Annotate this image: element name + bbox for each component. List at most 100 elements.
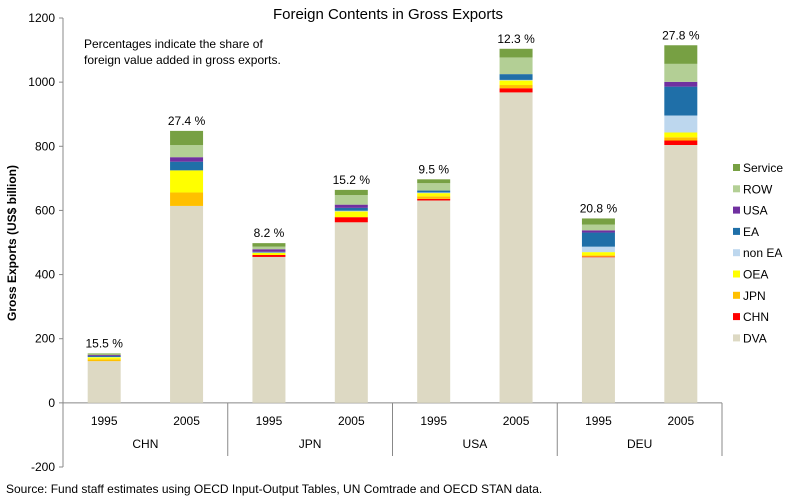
bar-segment-ea — [170, 161, 204, 171]
bar-segment-oea — [87, 357, 121, 360]
bar-segment-dva — [334, 222, 368, 403]
bar-segment-usa — [581, 230, 615, 233]
bar-segment-dva — [581, 257, 615, 403]
bar-segment-jpn — [581, 255, 615, 257]
bar-segment-chn — [499, 88, 533, 93]
bar-percentage-label: 8.2 % — [254, 226, 285, 240]
legend-swatch — [733, 227, 740, 235]
bar-segment-ea — [499, 74, 533, 80]
bar-percentage-label: 27.8 % — [662, 28, 700, 42]
bar-segment-row — [334, 195, 368, 205]
legend-swatch — [733, 249, 740, 257]
bar-segment-non-ea — [334, 210, 368, 212]
group-label: JPN — [299, 437, 322, 451]
bar-segment-usa — [334, 204, 368, 208]
group-label: DEU — [627, 437, 652, 451]
bar-segment-non-ea — [499, 79, 533, 81]
bar-segment-service — [170, 130, 204, 146]
bar-segment-jpn — [664, 137, 698, 141]
bar-segment-usa — [170, 157, 204, 162]
bar-segment-jpn — [417, 196, 451, 199]
y-tick-label: 400 — [35, 268, 55, 282]
bar-segment-service — [581, 218, 615, 225]
bar-segment-service — [417, 179, 451, 184]
bar-segment-usa — [252, 249, 286, 252]
bar-segment-service — [87, 353, 121, 355]
x-tick-label: 1995 — [91, 414, 118, 428]
legend-swatch — [733, 270, 740, 278]
legend-label: Service — [743, 161, 783, 175]
bar-segment-service — [334, 189, 368, 196]
bar-segment-oea — [499, 80, 533, 86]
bar-segment-chn — [417, 198, 451, 201]
legend-swatch — [733, 164, 740, 171]
y-tick-label: 1000 — [28, 75, 55, 89]
legend-label: USA — [743, 204, 768, 218]
bar-segment-oea — [170, 170, 204, 193]
x-tick-label: 2005 — [667, 414, 694, 428]
source-note: Source: Fund staff estimates using OECD … — [6, 482, 542, 496]
bar-segment-chn — [334, 217, 368, 223]
bar-segment-non-ea — [581, 246, 615, 253]
bar-percentage-label: 15.2 % — [333, 173, 371, 187]
bar-segment-jpn — [170, 192, 204, 206]
bar-segment-ea — [581, 232, 615, 247]
x-tick-label: 1995 — [256, 414, 283, 428]
group-label: USA — [463, 437, 488, 451]
bar-percentage-label: 9.5 % — [418, 162, 449, 176]
bar-percentage-label: 15.5 % — [86, 336, 124, 350]
y-tick-label: 1200 — [28, 11, 55, 25]
bar-segment-oea — [252, 252, 286, 256]
bar-segment-ea — [252, 251, 286, 253]
bar-segment-ea — [87, 356, 121, 357]
bar-segment-usa — [664, 81, 698, 87]
chart-title: Foreign Contents in Gross Exports — [273, 6, 503, 23]
legend-label: DVA — [743, 331, 767, 345]
y-tick-label: 200 — [35, 332, 55, 346]
annotation-line-1: Percentages indicate the share of — [84, 37, 263, 51]
bar-segment-row — [87, 354, 121, 356]
bar-segment-service — [252, 243, 286, 247]
bar-percentage-label: 27.4 % — [168, 114, 206, 128]
bar-segment-service — [499, 48, 533, 58]
legend-swatch — [733, 313, 740, 321]
bar-segment-jpn — [87, 359, 121, 362]
legend-swatch — [733, 185, 740, 193]
y-axis-label: Gross Exports (US$ billion) — [5, 165, 19, 321]
bar-segment-row — [581, 224, 615, 231]
bar-percentage-label: 12.3 % — [497, 32, 535, 46]
bar-segment-dva — [170, 205, 204, 403]
legend-label: non EA — [743, 246, 782, 260]
bar-segment-chn — [581, 256, 615, 258]
bar-segment-row — [252, 246, 286, 250]
y-tick-label: 600 — [35, 203, 55, 217]
bar-segment-dva — [87, 361, 121, 403]
bar-segment-usa — [87, 355, 121, 357]
y-tick-label: 0 — [48, 396, 55, 410]
x-tick-label: 2005 — [338, 414, 365, 428]
legend-label: CHN — [743, 310, 769, 324]
bar-percentage-label: 20.8 % — [580, 201, 618, 215]
legend-swatch — [733, 206, 740, 214]
bar-segment-jpn — [499, 85, 533, 89]
bar-segment-ea — [664, 86, 698, 116]
bar-segment-non-ea — [664, 115, 698, 133]
legend-label: ROW — [743, 182, 773, 196]
bar-segment-row — [170, 145, 204, 158]
bar-segment-dva — [499, 92, 533, 403]
group-label: CHN — [132, 437, 158, 451]
bar-segment-row — [499, 57, 533, 75]
x-tick-label: 2005 — [503, 414, 530, 428]
legend-swatch — [733, 334, 740, 342]
legend-swatch — [733, 291, 740, 299]
bar-segment-ea — [417, 190, 451, 193]
bar-segment-chn — [252, 255, 286, 257]
bar-segment-dva — [664, 145, 698, 403]
x-tick-label: 1995 — [585, 414, 612, 428]
y-tick-label: -200 — [31, 460, 55, 474]
bar-segment-dva — [417, 200, 451, 403]
bar-segment-row — [664, 63, 698, 82]
legend-label: OEA — [743, 268, 768, 282]
